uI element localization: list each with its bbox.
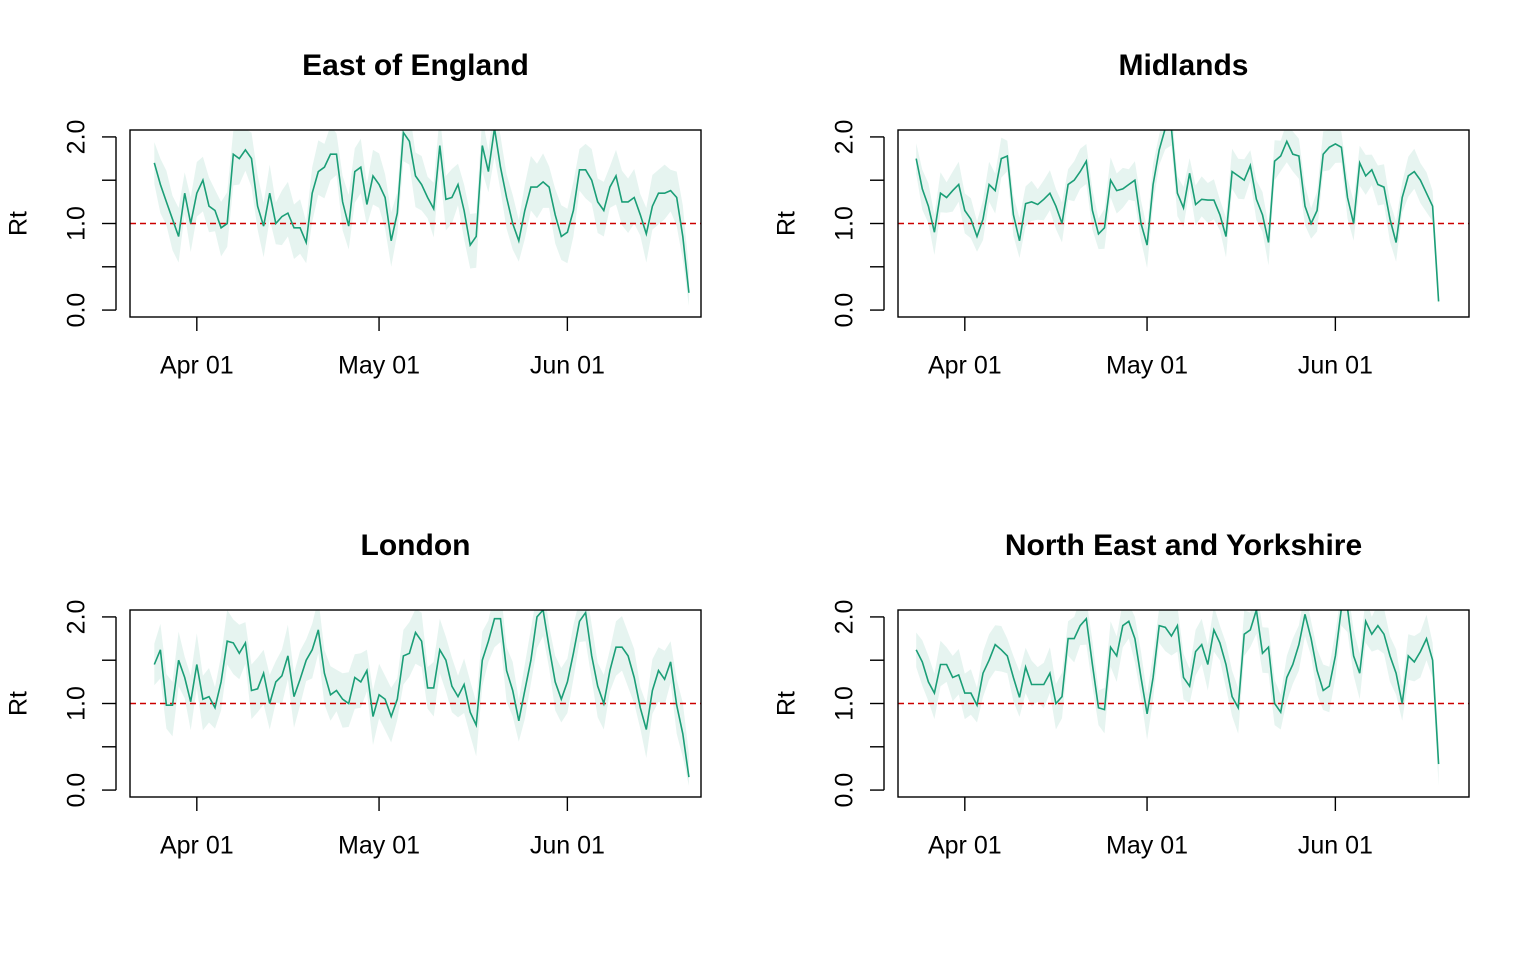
x-tick-label: Jun 01 [530,832,605,860]
chart-title: North East and Yorkshire [1005,529,1362,562]
plot-frame [897,129,1470,318]
chart-panel-2: Midlands 0.0 1.0 2.0 Rt Apr 01 May 01 Jun 01 [773,49,1470,380]
rt-series-line [153,610,690,778]
chart-title: London [361,529,471,562]
x-tick-label: Apr 01 [928,352,1002,380]
rt-series-line [153,130,690,293]
plot-frame [129,609,702,798]
chart-title: East of England [302,49,529,82]
x-tick-label: May 01 [1106,352,1188,380]
y-tick-label: 0.0 [831,773,859,808]
confidence-band [154,610,689,786]
y-axis-label: Rt [773,211,801,236]
chart-panel-3: London 0.0 1.0 2.0 Rt Apr 01 May 01 Jun 01 [5,529,702,860]
plot-frame [129,129,702,318]
x-tick-label: Apr 01 [928,832,1002,860]
y-tick-label: 0.0 [831,293,859,328]
x-tick-label: Jun 01 [530,352,605,380]
y-tick-label: 0.0 [63,293,91,328]
confidence-band [916,130,1439,306]
rt-series-line [915,130,1440,302]
x-tick-label: Jun 01 [1298,832,1373,860]
y-tick-label: 1.0 [63,686,91,721]
confidence-band [916,610,1439,786]
plot-frame [897,609,1470,798]
chart-title: Midlands [1118,49,1248,82]
y-tick-label: 1.0 [831,206,859,241]
x-tick-label: Jun 01 [1298,352,1373,380]
x-tick-label: May 01 [1106,832,1188,860]
y-axis-label: Rt [5,691,33,716]
x-tick-label: May 01 [338,352,420,380]
y-tick-label: 2.0 [831,120,859,155]
rt-series-line [915,610,1440,765]
x-tick-label: Apr 01 [160,352,234,380]
y-tick-label: 2.0 [831,600,859,635]
x-tick-label: Apr 01 [160,832,234,860]
y-tick-label: 1.0 [831,686,859,721]
y-tick-label: 2.0 [63,600,91,635]
y-tick-label: 0.0 [63,773,91,808]
y-axis-label: Rt [773,691,801,716]
confidence-band [154,130,689,306]
x-tick-label: May 01 [338,832,420,860]
y-tick-label: 2.0 [63,120,91,155]
chart-panel-4: North East and Yorkshire 0.0 1.0 2.0 Rt Apr 0… [773,529,1470,860]
chart-panel-1: East of England 0.0 1.0 2.0 Rt Apr 01 May 01 Ju… [5,49,702,380]
y-axis-label: Rt [5,211,33,236]
y-tick-label: 1.0 [63,206,91,241]
